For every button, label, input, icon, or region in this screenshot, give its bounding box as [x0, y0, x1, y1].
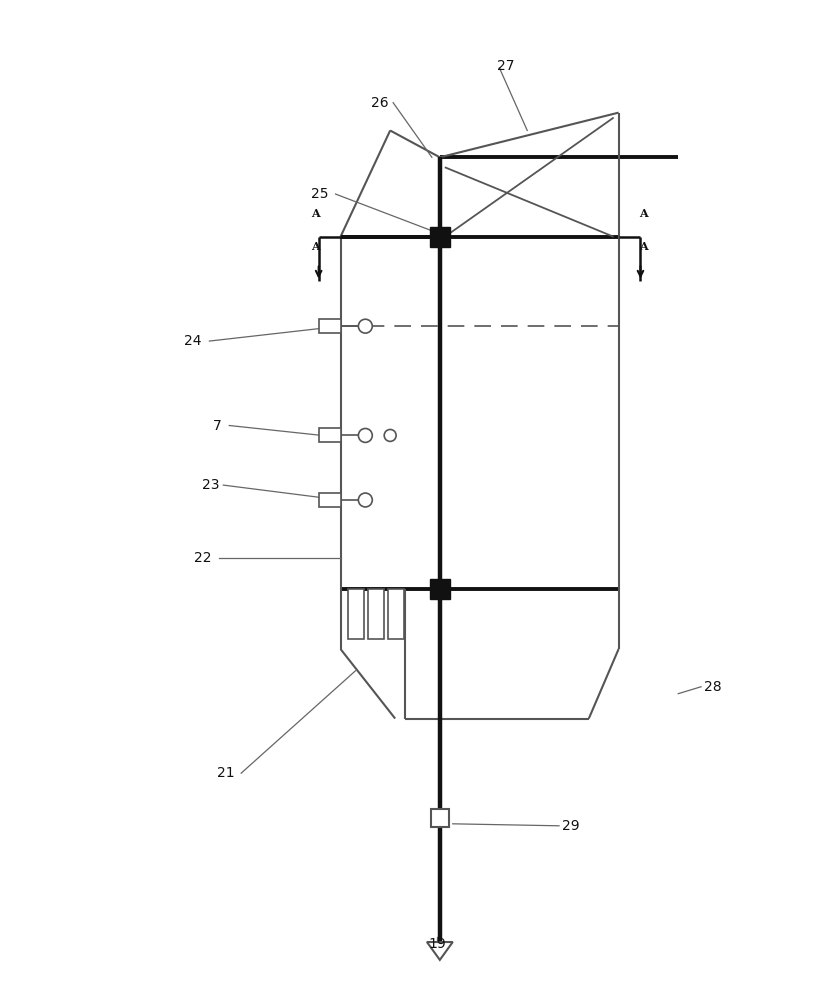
Text: A: A	[311, 208, 320, 219]
Bar	[319, 319, 340, 333]
Text: 28: 28	[704, 680, 721, 694]
Bar	[430, 227, 450, 247]
Bar	[431, 809, 449, 827]
Circle shape	[359, 428, 373, 442]
Bar	[319, 428, 340, 442]
Text: 22: 22	[194, 551, 212, 565]
Bar	[319, 493, 340, 507]
Circle shape	[359, 493, 373, 507]
Circle shape	[359, 319, 373, 333]
Bar	[369, 589, 384, 639]
Circle shape	[384, 429, 396, 441]
Text: 19: 19	[428, 937, 446, 951]
Text: A: A	[639, 241, 647, 252]
Text: A: A	[639, 208, 647, 219]
Text: 24: 24	[184, 334, 202, 348]
Text: 23: 23	[202, 478, 219, 492]
Bar	[388, 589, 404, 639]
Text: 27: 27	[497, 59, 515, 73]
Text: 7: 7	[212, 419, 222, 433]
Bar	[349, 589, 364, 639]
Text: A: A	[311, 241, 320, 252]
Text: 21: 21	[217, 766, 234, 780]
Text: 25: 25	[311, 187, 329, 201]
Polygon shape	[427, 942, 452, 960]
Bar	[430, 579, 450, 599]
Text: 29: 29	[562, 819, 579, 833]
Text: 26: 26	[370, 96, 388, 110]
